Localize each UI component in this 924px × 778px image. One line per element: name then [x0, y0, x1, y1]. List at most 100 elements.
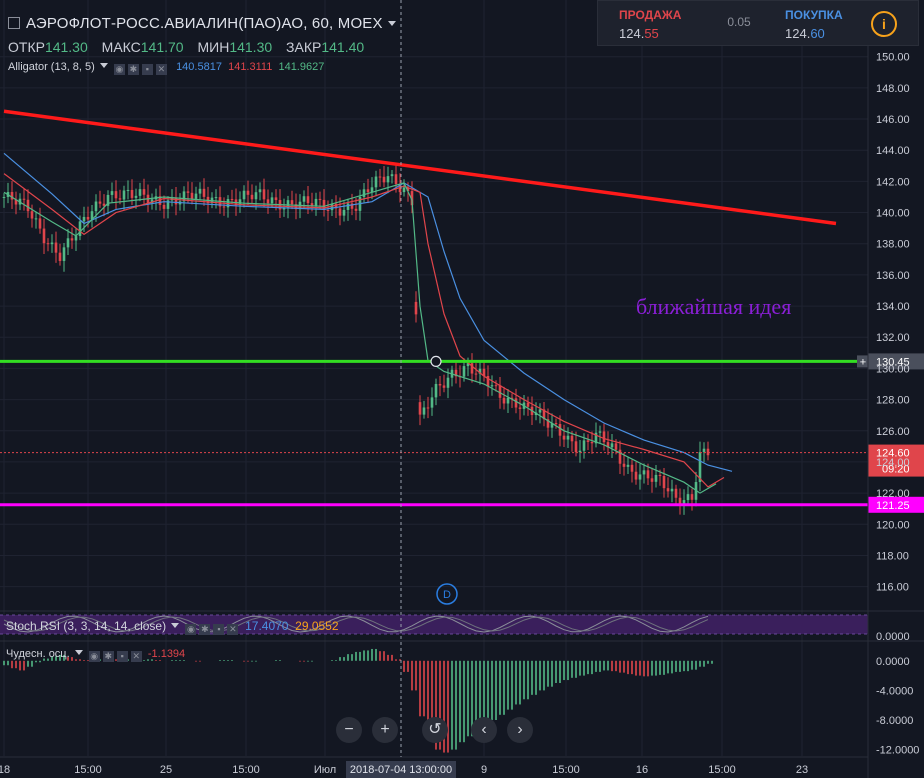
ao-tick-label: 0.0000 — [876, 656, 910, 668]
candle-body — [462, 366, 466, 377]
current-price-label: 124.60 — [876, 448, 910, 460]
candle-body — [430, 397, 434, 408]
candle-body — [258, 189, 262, 193]
eye-icon[interactable]: ◉ — [185, 624, 197, 635]
candle-body — [410, 191, 414, 206]
symbol-title[interactable]: АЭРОФЛОТ-РОСС.АВИАЛИН(ПАО)АО, 60, MOEX — [8, 15, 396, 32]
candle-body — [158, 196, 162, 205]
settings-icon[interactable]: ▪ — [213, 624, 225, 635]
chevron-down-icon[interactable] — [99, 63, 108, 68]
candle-body — [38, 218, 42, 229]
gear-icon[interactable]: ✱ — [199, 624, 211, 635]
close-icon[interactable]: ✕ — [130, 651, 142, 662]
candle-body — [490, 385, 494, 387]
y-tick-label: 148.00 — [876, 83, 910, 95]
y-tick-label: 116.00 — [876, 582, 909, 594]
candle-body — [322, 199, 326, 211]
jaw-value: 140.5817 — [176, 61, 222, 73]
stoch-d-line — [3, 616, 709, 632]
current-price-badge — [868, 444, 924, 477]
candle-body — [470, 363, 474, 374]
candle-body — [122, 190, 126, 200]
sell-button[interactable]: ПРОДАЖА 124.55 — [619, 8, 682, 41]
candle-body — [302, 196, 306, 202]
ohlc-legend: ОТКР141.30 МАКС141.70 МИН141.30 ЗАКР141.… — [8, 39, 374, 55]
candle-body — [142, 189, 146, 195]
y-tick-label: 126.00 — [876, 426, 910, 438]
candle-body — [574, 441, 578, 453]
ao-legend[interactable]: Чудесн. осц. ◉ ✱ ▪ ✕ -1.1394 — [6, 648, 186, 662]
chevron-down-icon[interactable] — [74, 650, 83, 655]
candle-body — [202, 188, 206, 197]
gear-icon[interactable]: ✱ — [127, 64, 139, 75]
ao-tick-label: -12.0000 — [876, 745, 919, 757]
collapse-icon[interactable] — [8, 17, 20, 29]
candle-body — [162, 204, 166, 209]
chevron-right-icon[interactable]: › — [507, 717, 533, 743]
candle-body — [702, 448, 706, 453]
candle-body — [46, 243, 50, 245]
candle-body — [318, 198, 322, 200]
eye-icon[interactable]: ◉ — [88, 651, 100, 662]
candle-body — [598, 431, 602, 433]
candle-body — [546, 419, 550, 428]
candle-body — [254, 192, 258, 200]
candle-body — [338, 208, 342, 216]
y-tick-label: 140.00 — [876, 208, 910, 220]
candle-body — [350, 203, 354, 209]
candle-body — [42, 228, 46, 244]
support-level-badge — [868, 496, 924, 513]
candle-body — [622, 463, 626, 467]
candle-body — [494, 385, 498, 387]
candle-body — [386, 176, 390, 183]
alligator-legend[interactable]: Alligator (13, 8, 5) ◉ ✱ ▪ ✕ 140.5817 141.3… — [8, 61, 325, 75]
minus-icon[interactable]: − — [336, 717, 362, 743]
candle-body — [58, 252, 62, 261]
candle-body — [486, 375, 490, 387]
ao-tick-label: -4.0000 — [876, 685, 913, 697]
close-icon[interactable]: ✕ — [155, 64, 167, 75]
chevron-down-icon[interactable] — [171, 623, 180, 628]
eye-icon[interactable]: ◉ — [113, 64, 125, 75]
candle-body — [86, 216, 90, 220]
candle-body — [674, 488, 678, 498]
drawings[interactable]: 130.45 121.25 +124.60 09:20 ближайшая идея D — [0, 109, 924, 605]
candle-body — [438, 383, 442, 386]
candle-body — [510, 397, 514, 399]
candle-body — [94, 201, 98, 212]
candle-body — [346, 203, 350, 210]
candle-body — [274, 197, 278, 201]
level-plus-icon — [857, 355, 869, 368]
candle-body — [110, 191, 114, 195]
lips-value: 141.9627 — [278, 61, 325, 73]
candle-body — [342, 209, 346, 216]
candle-body — [314, 198, 318, 207]
chevron-left-icon[interactable]: ‹ — [471, 717, 497, 743]
y-tick-label: 138.00 — [876, 239, 910, 251]
reset-icon[interactable]: ↺ — [422, 717, 448, 743]
candle-body — [570, 435, 574, 442]
awesome-oscillator: 0.0000 -4.0000 -8.0000 -12.0000 — [0, 640, 924, 757]
resistance-level-label: 130.45 — [876, 356, 910, 368]
candle-body — [554, 423, 558, 425]
candle-body — [526, 402, 530, 407]
candle-body — [678, 497, 682, 506]
alligator-lines — [3, 152, 733, 494]
candle-body — [282, 207, 286, 210]
settings-icon[interactable]: ▪ — [141, 64, 153, 75]
candle-body — [454, 369, 458, 377]
buy-button[interactable]: ПОКУПКА 124.60 — [785, 8, 843, 41]
chevron-down-icon[interactable] — [387, 21, 396, 26]
plus-icon[interactable]: + — [372, 717, 398, 743]
stoch-rsi-legend[interactable]: Stoch RSI (3, 3, 14, 14, close) ◉ ✱ ▪ ✕ 17.… — [6, 619, 339, 635]
support-level-label: 121.25 — [876, 500, 910, 512]
close-icon[interactable]: ✕ — [227, 624, 239, 635]
candle-body — [706, 448, 710, 456]
candle-body — [134, 195, 138, 198]
gear-icon[interactable]: ✱ — [102, 651, 114, 662]
settings-icon[interactable]: ▪ — [116, 651, 128, 662]
open-label: ОТКР — [8, 39, 45, 55]
info-icon[interactable]: i — [871, 11, 897, 37]
candle-body — [366, 189, 370, 193]
